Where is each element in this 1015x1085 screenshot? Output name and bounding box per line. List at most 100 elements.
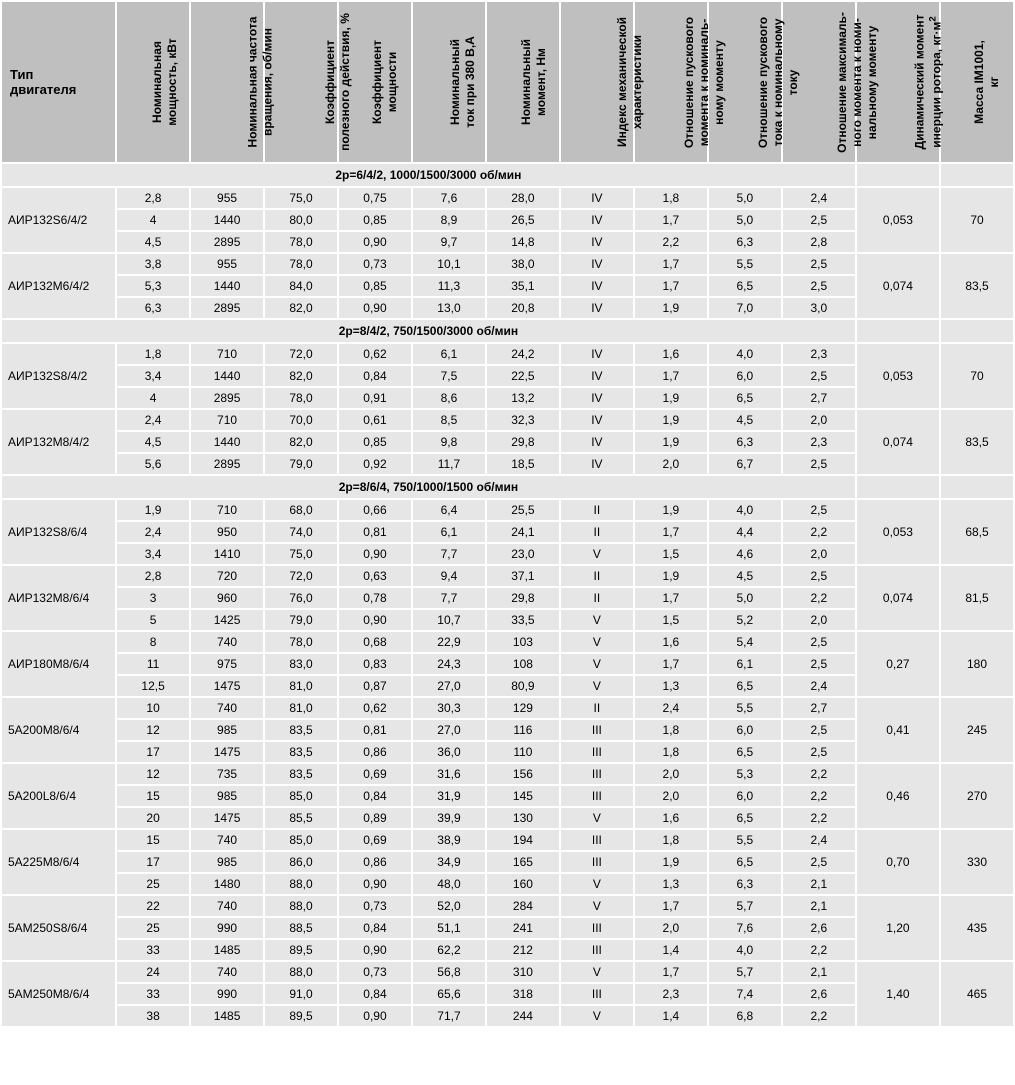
data-cell: 740 <box>191 698 263 718</box>
data-cell: 2,5 <box>783 742 855 762</box>
inertia-cell: 0,074 <box>857 566 939 630</box>
data-cell: 960 <box>191 588 263 608</box>
data-cell: 83,0 <box>265 654 337 674</box>
data-cell: 1,5 <box>635 544 707 564</box>
data-cell: 8,5 <box>413 410 485 430</box>
data-cell: 5,5 <box>709 698 781 718</box>
data-cell: 0,78 <box>339 588 411 608</box>
data-cell: 4,0 <box>709 940 781 960</box>
mass-cell: 81,5 <box>941 566 1013 630</box>
data-cell: 83,5 <box>265 742 337 762</box>
data-cell: IV <box>561 366 633 386</box>
data-cell: 22 <box>117 896 189 916</box>
data-cell: 11 <box>117 654 189 674</box>
data-cell: 8,6 <box>413 388 485 408</box>
motor-spec-table: ТипдвигателяНоминальнаямощность, кВтНоми… <box>0 0 1015 1028</box>
data-cell: 1440 <box>191 210 263 230</box>
data-cell: 194 <box>487 830 559 850</box>
data-cell: 1,7 <box>635 276 707 296</box>
inertia-cell: 1,40 <box>857 962 939 1026</box>
data-cell: 1,8 <box>635 830 707 850</box>
data-cell: 2,8 <box>117 188 189 208</box>
data-cell: 2,4 <box>783 188 855 208</box>
data-cell: 0,68 <box>339 632 411 652</box>
data-cell: 89,5 <box>265 1006 337 1026</box>
data-cell: 2,6 <box>783 918 855 938</box>
data-cell: 0,83 <box>339 654 411 674</box>
data-cell: 15 <box>117 830 189 850</box>
data-cell: 955 <box>191 188 263 208</box>
data-cell: 2,3 <box>783 432 855 452</box>
data-cell: 2,2 <box>783 808 855 828</box>
data-cell: 2,5 <box>783 720 855 740</box>
data-cell: IV <box>561 276 633 296</box>
data-cell: 24 <box>117 962 189 982</box>
data-cell: 0,90 <box>339 940 411 960</box>
data-cell: 11,7 <box>413 454 485 474</box>
data-cell: 1,7 <box>635 588 707 608</box>
data-cell: 32,3 <box>487 410 559 430</box>
motor-type: АИР132M6/4/2 <box>2 254 115 318</box>
data-cell: 38,9 <box>413 830 485 850</box>
data-cell: 6,3 <box>709 232 781 252</box>
mass-cell: 330 <box>941 830 1013 894</box>
data-cell: 81,0 <box>265 676 337 696</box>
data-cell: 36,0 <box>413 742 485 762</box>
data-cell: 2895 <box>191 388 263 408</box>
data-cell: 0,90 <box>339 544 411 564</box>
data-cell: 9,8 <box>413 432 485 452</box>
data-cell: 7,5 <box>413 366 485 386</box>
data-cell: 78,0 <box>265 388 337 408</box>
data-cell: 310 <box>487 962 559 982</box>
data-cell: 1,5 <box>635 610 707 630</box>
data-cell: 5,6 <box>117 454 189 474</box>
inertia-cell: 0,053 <box>857 344 939 408</box>
data-cell: 7,6 <box>413 188 485 208</box>
data-cell: 34,9 <box>413 852 485 872</box>
data-cell: 5,0 <box>709 210 781 230</box>
data-cell: 78,0 <box>265 254 337 274</box>
data-cell: III <box>561 720 633 740</box>
data-cell: 0,75 <box>339 188 411 208</box>
inertia-cell: 0,70 <box>857 830 939 894</box>
data-cell: 1440 <box>191 432 263 452</box>
data-cell: 3,4 <box>117 366 189 386</box>
data-cell: 29,8 <box>487 432 559 452</box>
data-cell: 110 <box>487 742 559 762</box>
column-header: Типдвигателя <box>2 2 115 162</box>
data-cell: 88,0 <box>265 962 337 982</box>
data-cell: 8,9 <box>413 210 485 230</box>
section-title: 2p=8/4/2, 750/1500/3000 об/мин <box>2 320 855 342</box>
mass-cell: 245 <box>941 698 1013 762</box>
column-header: Номинальныйток при 380 В,А <box>413 2 485 162</box>
data-cell: 5 <box>117 610 189 630</box>
data-cell: 2,5 <box>783 632 855 652</box>
data-cell: 4,4 <box>709 522 781 542</box>
data-cell: 0,92 <box>339 454 411 474</box>
data-cell: 65,6 <box>413 984 485 1004</box>
section-title: 2p=6/4/2, 1000/1500/3000 об/мин <box>2 164 855 186</box>
data-cell: 27,0 <box>413 676 485 696</box>
data-cell: 2,4 <box>783 830 855 850</box>
data-cell: 4,6 <box>709 544 781 564</box>
data-cell: 2,2 <box>783 522 855 542</box>
data-cell: 990 <box>191 918 263 938</box>
data-cell: 990 <box>191 984 263 1004</box>
data-cell: 79,0 <box>265 610 337 630</box>
data-cell: 0,89 <box>339 808 411 828</box>
data-cell: 165 <box>487 852 559 872</box>
inertia-cell: 0,053 <box>857 188 939 252</box>
data-cell: 1440 <box>191 366 263 386</box>
data-cell: 2,5 <box>783 500 855 520</box>
data-cell: III <box>561 918 633 938</box>
column-header: Масса IM1001,кг <box>941 2 1013 162</box>
data-cell: 2,4 <box>117 522 189 542</box>
column-header: Номинальная частотавращения, об/мин <box>191 2 263 162</box>
data-cell: 25 <box>117 918 189 938</box>
data-cell: 9,4 <box>413 566 485 586</box>
data-cell: 955 <box>191 254 263 274</box>
inertia-cell: 0,46 <box>857 764 939 828</box>
data-cell: 82,0 <box>265 432 337 452</box>
data-cell: 740 <box>191 896 263 916</box>
data-cell: 0,84 <box>339 366 411 386</box>
